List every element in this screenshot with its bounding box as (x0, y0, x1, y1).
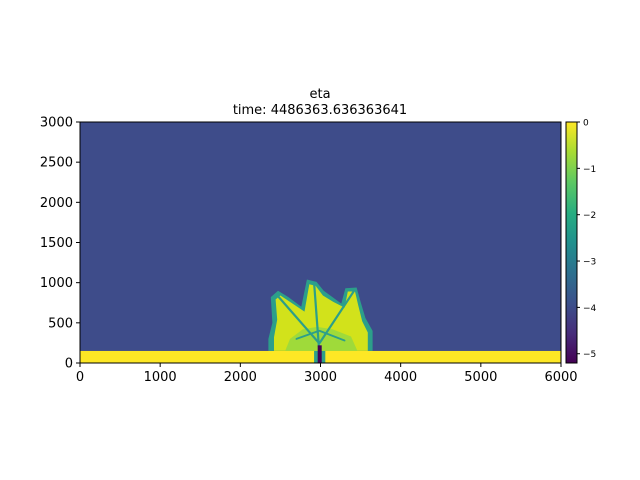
colorbar-tick-label: −2 (583, 211, 596, 221)
colorbar-ticks: 0 −1 −2 −3 −4 −5 (577, 119, 597, 360)
plume-stem-left (277, 296, 320, 345)
x-tick-label: 5000 (464, 370, 497, 385)
plume-stem-center (312, 281, 320, 349)
y-tick-label: 2000 (40, 196, 73, 211)
plume-vein-right (318, 329, 346, 342)
y-tick-label: 1500 (40, 236, 73, 251)
x-tick-label: 1000 (144, 370, 177, 385)
y-tick-label: 0 (65, 357, 73, 372)
colorbar-tick-label: −3 (583, 258, 596, 268)
plume-vein-left (295, 329, 320, 340)
x-tick-label: 3000 (304, 370, 337, 385)
heatmap-plot-area (80, 122, 561, 363)
y-axis: 0 500 1000 1500 2000 2500 3000 (40, 116, 80, 372)
x-axis: 0 1000 2000 3000 4000 5000 6000 (76, 363, 578, 385)
colorbar-tick-label: −1 (583, 165, 596, 175)
y-tick-label: 1000 (40, 276, 73, 291)
heatmap-plume (268, 279, 373, 351)
source-column (317, 345, 322, 363)
x-tick-label: 6000 (544, 370, 577, 385)
colorbar-tick-label: 0 (583, 119, 589, 129)
chart-title: eta (309, 87, 330, 102)
colorbar (565, 121, 578, 364)
y-tick-label: 500 (48, 316, 73, 331)
colorbar-tick-label: −5 (583, 350, 596, 360)
chart-subtitle: time: 4486363.636363641 (233, 103, 407, 118)
x-tick-label: 0 (76, 370, 84, 385)
plume-stem-right (318, 289, 356, 345)
x-tick-label: 2000 (224, 370, 257, 385)
x-tick-label: 4000 (384, 370, 417, 385)
colorbar-tick-label: −4 (583, 304, 597, 314)
y-tick-label: 2500 (40, 156, 73, 171)
y-tick-label: 3000 (40, 116, 73, 131)
